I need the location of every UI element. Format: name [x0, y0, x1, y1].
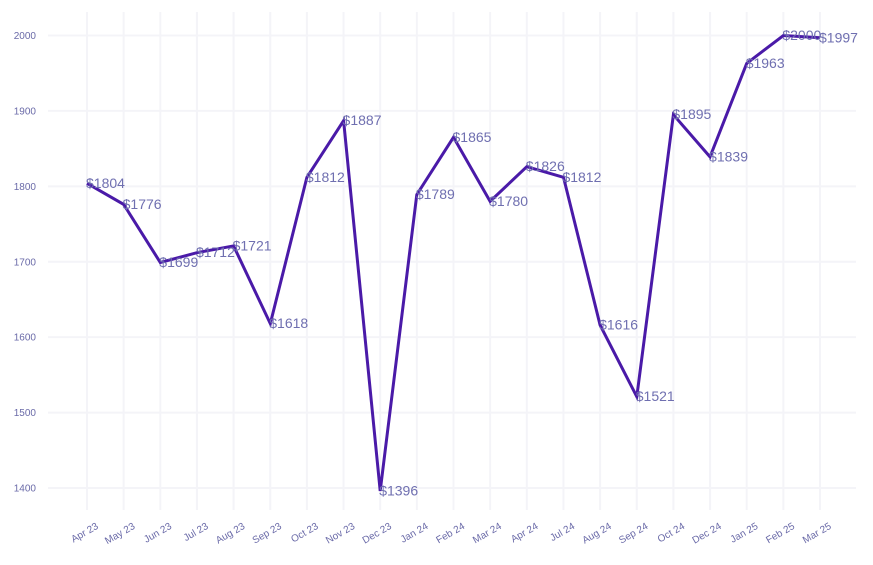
x-tick-label: Apr 24	[509, 521, 540, 545]
x-axis: Apr 23 May 23 Jun 23 Jul 23 Aug 23 Sep 23 Oct …	[69, 521, 833, 547]
data-label: $1812	[562, 169, 601, 185]
y-tick-label: 1500	[14, 408, 37, 419]
x-tick-label: Mar 25	[801, 521, 834, 546]
data-label: $1780	[489, 193, 528, 209]
x-tick-label: Feb 25	[764, 521, 797, 546]
y-tick-label: 2000	[14, 31, 37, 42]
data-label: $1812	[306, 169, 345, 185]
data-label: $1712	[196, 244, 235, 260]
x-tick-label: Sep 24	[617, 521, 650, 547]
y-tick-label: 1700	[14, 257, 37, 268]
series	[86, 33, 821, 492]
x-tick-label: Jan 25	[729, 521, 761, 546]
x-tick-label: Jan 24	[399, 521, 431, 546]
x-tick-label: Apr 23	[69, 521, 100, 545]
x-tick-label: Nov 23	[324, 521, 357, 547]
data-label: $1895	[672, 106, 711, 122]
data-label: $1826	[526, 158, 565, 174]
grid	[48, 12, 856, 510]
data-labels: $1804 $1776 $1699$1712$1721 $1618 $1812 $1887…	[86, 27, 858, 499]
data-label: $1618	[269, 315, 308, 331]
x-tick-label: Sep 23	[251, 521, 284, 547]
data-label: $1699	[159, 254, 198, 270]
data-label: $1887	[343, 112, 382, 128]
x-tick-label: Jul 24	[548, 521, 577, 544]
data-label: $1721	[233, 237, 272, 253]
data-label: $1776	[123, 196, 162, 212]
x-tick-label: Oct 23	[289, 521, 320, 545]
x-tick-label: May 23	[103, 521, 137, 547]
x-tick-label: Jul 23	[182, 521, 211, 544]
x-tick-label: Mar 24	[471, 521, 504, 546]
data-label: $1997	[819, 29, 858, 45]
x-tick-label: Dec 23	[361, 521, 394, 547]
data-label: $1616	[599, 317, 638, 333]
x-tick-label: Feb 24	[435, 521, 468, 546]
data-label: $2000	[782, 27, 821, 43]
y-tick-label: 1800	[14, 182, 37, 193]
data-label: $1839	[709, 148, 748, 164]
x-tick-label: Dec 24	[691, 521, 724, 547]
data-label: $1963	[746, 55, 785, 71]
x-tick-label: Aug 24	[581, 521, 614, 547]
x-tick-label: Jun 23	[142, 521, 174, 546]
y-tick-label: 1600	[14, 333, 37, 344]
data-label: $1804	[86, 175, 125, 191]
y-tick-label: 1900	[14, 106, 37, 117]
data-label: $1865	[453, 129, 492, 145]
data-label: $1521	[636, 388, 675, 404]
series-line	[86, 33, 821, 492]
y-axis: 1400 1500 1600 1700 1800 1900 2000	[14, 31, 37, 495]
x-tick-label: Aug 23	[214, 521, 247, 547]
data-label: $1789	[416, 186, 455, 202]
y-tick-label: 1400	[14, 484, 37, 495]
data-label: $1396	[379, 483, 418, 499]
x-tick-label: Oct 24	[656, 521, 687, 545]
